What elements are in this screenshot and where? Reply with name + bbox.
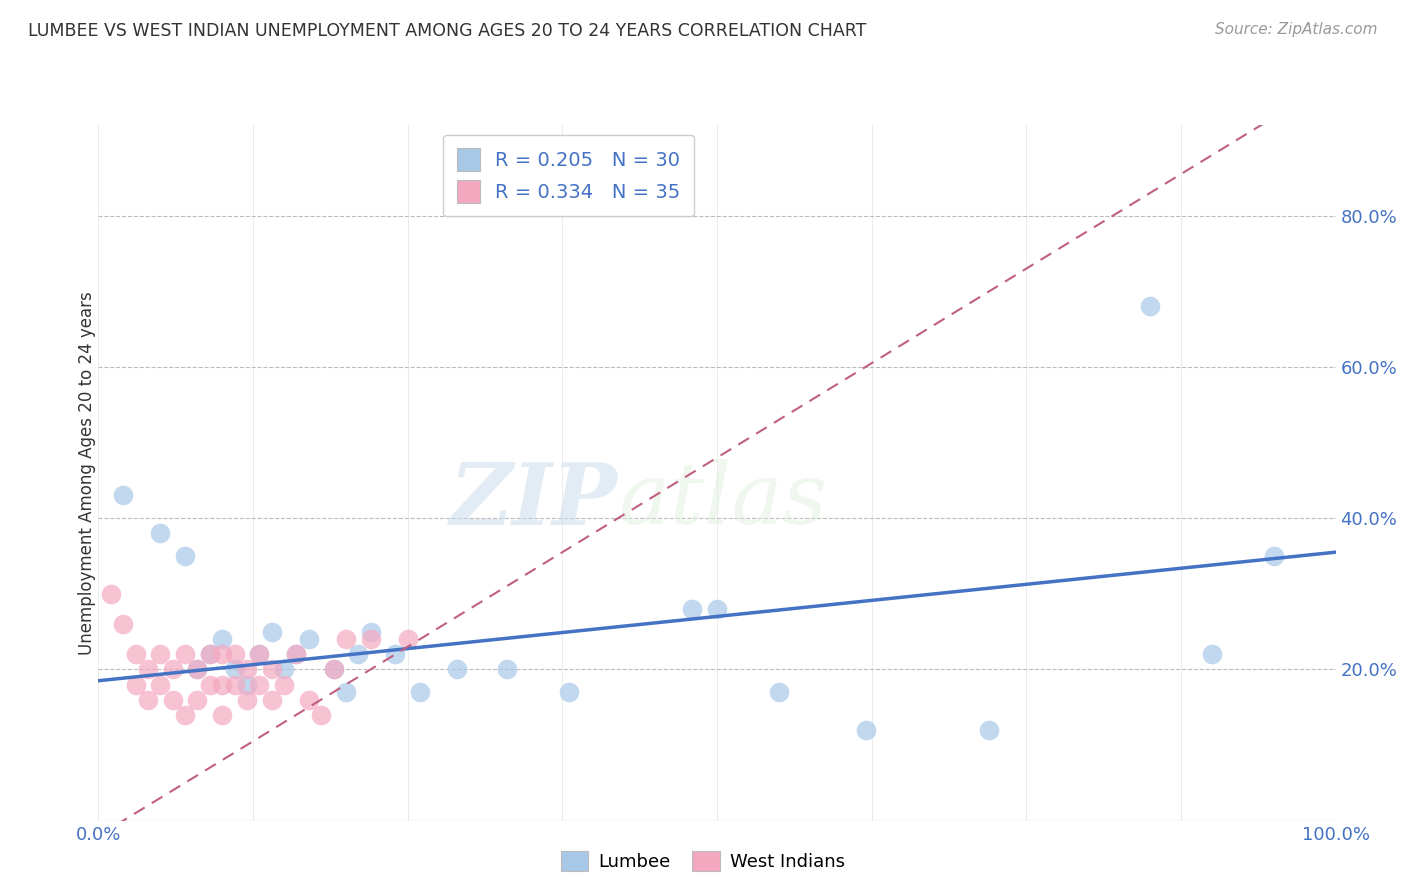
Point	[247, 647, 270, 661]
Point	[1263, 549, 1285, 563]
Point	[309, 707, 332, 722]
Y-axis label: Unemployment Among Ages 20 to 24 years: Unemployment Among Ages 20 to 24 years	[79, 291, 96, 655]
Point	[681, 602, 703, 616]
Point	[198, 677, 221, 691]
Point	[396, 632, 419, 647]
Point	[162, 662, 184, 676]
Point	[124, 677, 146, 691]
Point	[298, 632, 321, 647]
Point	[273, 677, 295, 691]
Point	[149, 647, 172, 661]
Point	[298, 692, 321, 706]
Point	[384, 647, 406, 661]
Point	[198, 647, 221, 661]
Point	[236, 662, 259, 676]
Point	[260, 624, 283, 639]
Point	[211, 647, 233, 661]
Point	[211, 707, 233, 722]
Point	[1139, 299, 1161, 313]
Point	[136, 692, 159, 706]
Point	[186, 662, 208, 676]
Point	[136, 662, 159, 676]
Point	[174, 647, 197, 661]
Point	[149, 526, 172, 541]
Point	[260, 662, 283, 676]
Point	[247, 677, 270, 691]
Point	[335, 685, 357, 699]
Point	[224, 677, 246, 691]
Text: atlas: atlas	[619, 459, 827, 542]
Text: LUMBEE VS WEST INDIAN UNEMPLOYMENT AMONG AGES 20 TO 24 YEARS CORRELATION CHART: LUMBEE VS WEST INDIAN UNEMPLOYMENT AMONG…	[28, 22, 866, 40]
Point	[335, 632, 357, 647]
Point	[236, 677, 259, 691]
Point	[347, 647, 370, 661]
Point	[149, 677, 172, 691]
Point	[211, 677, 233, 691]
Point	[112, 617, 135, 632]
Legend: R = 0.205   N = 30, R = 0.334   N = 35: R = 0.205 N = 30, R = 0.334 N = 35	[443, 135, 695, 217]
Point	[236, 692, 259, 706]
Point	[285, 647, 308, 661]
Point	[979, 723, 1001, 737]
Point	[495, 662, 517, 676]
Text: Source: ZipAtlas.com: Source: ZipAtlas.com	[1215, 22, 1378, 37]
Point	[273, 662, 295, 676]
Point	[360, 624, 382, 639]
Point	[100, 587, 122, 601]
Point	[224, 662, 246, 676]
Point	[211, 632, 233, 647]
Point	[322, 662, 344, 676]
Point	[446, 662, 468, 676]
Legend: Lumbee, West Indians: Lumbee, West Indians	[554, 844, 852, 879]
Point	[768, 685, 790, 699]
Point	[174, 549, 197, 563]
Point	[360, 632, 382, 647]
Point	[186, 662, 208, 676]
Point	[855, 723, 877, 737]
Point	[706, 602, 728, 616]
Point	[247, 647, 270, 661]
Point	[112, 488, 135, 502]
Point	[198, 647, 221, 661]
Point	[260, 692, 283, 706]
Point	[557, 685, 579, 699]
Point	[186, 692, 208, 706]
Point	[174, 707, 197, 722]
Point	[285, 647, 308, 661]
Point	[124, 647, 146, 661]
Point	[322, 662, 344, 676]
Point	[162, 692, 184, 706]
Point	[224, 647, 246, 661]
Point	[409, 685, 432, 699]
Text: ZIP: ZIP	[450, 458, 619, 542]
Point	[1201, 647, 1223, 661]
